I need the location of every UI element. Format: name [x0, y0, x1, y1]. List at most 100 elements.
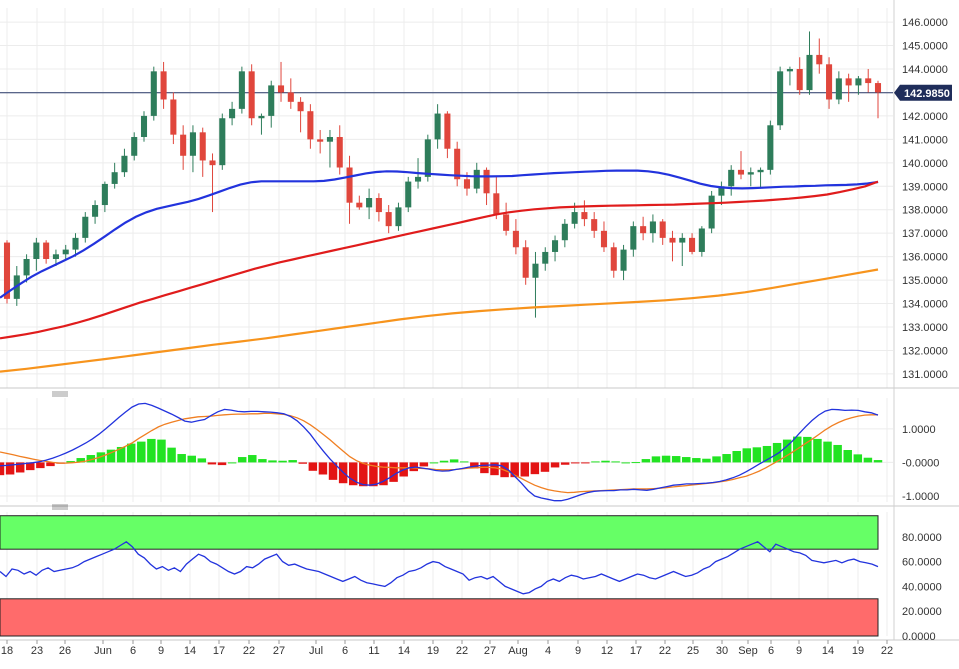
y-tick-label: 138.0000	[902, 205, 948, 217]
x-tick-label: 22	[659, 645, 671, 657]
candle-body	[317, 139, 324, 142]
histogram-bar	[782, 439, 792, 463]
x-tick-label: 27	[484, 645, 496, 657]
x-tick-label: 9	[796, 645, 802, 657]
histogram-bar	[550, 462, 560, 468]
histogram-bar	[591, 461, 600, 463]
x-tick-label: 22	[243, 645, 255, 657]
y-tick-label: 60.0000	[902, 557, 942, 569]
histogram-bar	[86, 455, 96, 463]
histogram-bar	[126, 443, 136, 463]
histogram-bar	[379, 462, 388, 486]
y-tick-label: 80.0000	[902, 532, 942, 544]
x-tick-label: 19	[427, 645, 439, 657]
candle-body	[356, 202, 363, 208]
candle-body	[767, 125, 774, 170]
candle-body	[150, 71, 157, 116]
histogram-bar	[217, 462, 227, 466]
histogram-bar	[752, 447, 762, 463]
histogram-bar	[187, 455, 196, 463]
candle-body	[170, 99, 177, 135]
histogram-bar	[833, 444, 842, 463]
candle-body	[532, 263, 539, 278]
histogram-bar	[581, 462, 590, 464]
candle-body	[52, 254, 59, 259]
y-tick-label: 135.0000	[902, 275, 948, 287]
y-tick-label: 145.0000	[902, 41, 948, 53]
candle-body	[180, 134, 187, 156]
histogram-bar	[873, 460, 883, 463]
histogram-bar	[369, 462, 378, 487]
y-tick-label: 140.0000	[902, 158, 948, 170]
histogram-bar	[227, 462, 237, 464]
histogram-bar	[863, 457, 873, 463]
histogram-bar	[177, 454, 186, 463]
panel-resize-handles[interactable]	[52, 391, 68, 510]
histogram-bar	[490, 462, 499, 476]
histogram-bar	[611, 461, 620, 463]
moving-average-line	[0, 268, 879, 373]
signal-line	[0, 412, 878, 494]
x-tick-label: 6	[342, 645, 348, 657]
histogram-bar	[692, 458, 701, 463]
candle-body	[640, 226, 647, 234]
histogram-bar	[540, 462, 550, 472]
panel-resize-handle[interactable]	[52, 391, 68, 397]
histogram-bar	[803, 436, 812, 463]
candle-body	[336, 137, 343, 168]
candle-body	[229, 108, 236, 119]
histogram-bar	[157, 439, 166, 463]
candle-body	[72, 237, 79, 250]
histogram-bar	[621, 462, 630, 464]
candle-body	[698, 228, 705, 252]
candle-body	[385, 212, 392, 227]
candle-body	[189, 132, 196, 156]
x-tick-label: 17	[630, 645, 642, 657]
candle-body	[659, 221, 666, 238]
y-tick-label: 0.0000	[902, 631, 936, 643]
candle-body	[82, 216, 89, 238]
candle-body	[512, 230, 519, 248]
histogram-bar	[318, 462, 328, 475]
y-tick-label: 146.0000	[902, 17, 948, 29]
candle-body	[160, 71, 167, 100]
histogram-bar	[530, 462, 540, 475]
panel-resize-handle[interactable]	[52, 504, 68, 510]
x-tick-label: 6	[768, 645, 774, 657]
x-tick-label: 14	[184, 645, 196, 657]
moving-average-line	[0, 169, 879, 299]
candle-body	[326, 137, 333, 142]
histogram-bar	[348, 462, 358, 486]
macd-panel	[0, 402, 883, 502]
histogram-bar	[560, 462, 570, 465]
candle-body	[786, 68, 793, 72]
histogram-bar	[389, 462, 398, 482]
histogram-bar	[359, 462, 368, 487]
overbought-zone	[0, 515, 879, 550]
histogram-bar	[26, 462, 35, 471]
histogram-bar	[682, 457, 691, 463]
candle-body	[600, 230, 608, 248]
candle-body	[23, 258, 30, 276]
candle-body	[816, 54, 823, 65]
y-tick-label: 1.0000	[902, 424, 936, 436]
candle-body	[561, 223, 568, 241]
histogram-bar	[419, 462, 429, 467]
candle-body	[424, 139, 431, 177]
histogram-bar	[722, 454, 731, 463]
x-tick-label: 6	[130, 645, 136, 657]
histogram-bar	[298, 462, 307, 464]
candle-body	[258, 115, 265, 119]
histogram-bar	[671, 456, 681, 463]
candle-body	[581, 212, 588, 220]
y-tick-label: -0.0000	[902, 457, 939, 469]
candle-body	[845, 78, 852, 86]
histogram-bar	[853, 454, 863, 463]
candle-body	[434, 113, 441, 140]
x-tick-label: Jun	[94, 645, 112, 657]
histogram-bar	[328, 462, 338, 480]
histogram-bar	[207, 462, 217, 465]
candle-body	[199, 132, 206, 161]
candle-body	[591, 219, 598, 231]
